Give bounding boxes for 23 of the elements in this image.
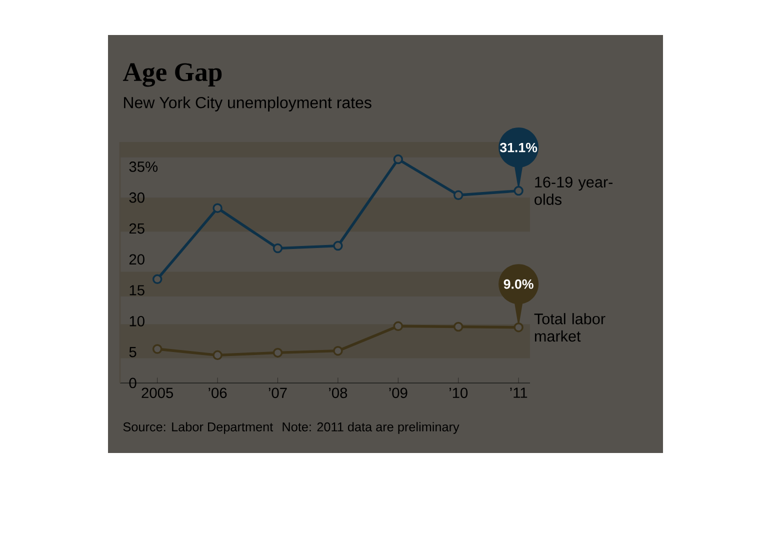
x-tick-label: ’10 <box>449 388 468 398</box>
y-tick-label: 15 <box>130 285 144 296</box>
y-tick-label: 0 <box>129 378 136 388</box>
chart-subtitle: New York City unemployment rates <box>124 96 372 112</box>
y-tick-label: 20 <box>129 254 144 265</box>
x-tick-label: ’07 <box>268 388 287 398</box>
annotation: 31.1% <box>500 142 538 152</box>
x-tick-label: ’08 <box>329 388 348 398</box>
y-tick-label: 10 <box>130 316 144 326</box>
annotation: 9.0% <box>504 279 534 289</box>
y-tick-label: 5 <box>129 346 136 358</box>
x-tick-label: 2005 <box>142 388 174 398</box>
text: Note: 2011 data are preliminary <box>282 422 460 434</box>
x-tick-label: ’11 <box>510 388 528 398</box>
series-label: 16-19 year-olds <box>534 176 613 205</box>
source-note: Source: Labor Department <box>123 422 274 434</box>
y-tick-label: 25 <box>129 223 144 234</box>
x-tick-label: ’06 <box>208 388 227 398</box>
chart-title: Age Gap <box>122 63 222 87</box>
x-tick-label: ’09 <box>389 388 408 398</box>
series-label: Total labor market <box>534 313 606 342</box>
y-tick-label: 35% <box>129 162 158 172</box>
y-tick-label: 30 <box>129 192 144 203</box>
